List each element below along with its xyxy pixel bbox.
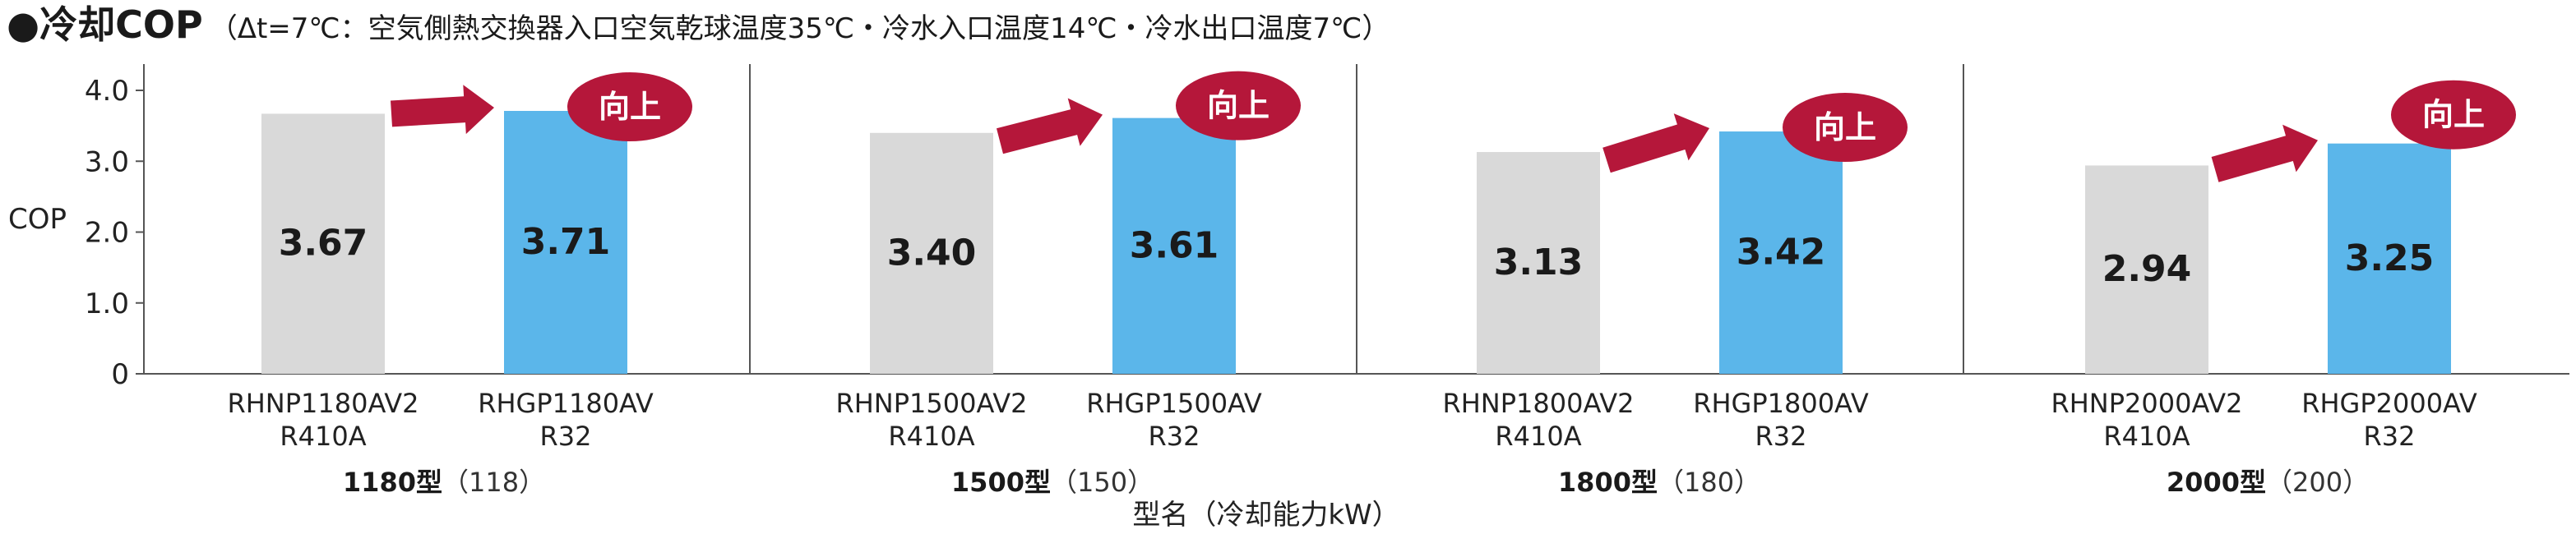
group-name: 2000型 <box>2167 467 2266 498</box>
refrigerant-label: R410A <box>888 421 974 452</box>
group-label: 2000型（200） <box>2167 467 2369 498</box>
chart-title: ●冷却COP <box>7 2 203 47</box>
y-tick-label: 3.0 <box>85 145 129 178</box>
model-name: RHGP2000AV <box>2301 388 2477 419</box>
group-capacity: （118） <box>442 467 545 498</box>
improvement-badge-label: 向上 <box>599 89 661 125</box>
y-axis-label: COP <box>8 203 67 236</box>
bar-old-model <box>1477 152 1600 374</box>
bar-value-label: 2.94 <box>2102 248 2192 290</box>
group-name: 1800型 <box>1558 467 1658 498</box>
bar-value-label: 3.61 <box>1130 224 1219 266</box>
bar-old-model <box>261 113 385 374</box>
group-label: 1500型（150） <box>951 467 1154 498</box>
refrigerant-label: R32 <box>2364 421 2416 452</box>
improvement-arrow <box>391 85 494 135</box>
refrigerant-label: R32 <box>540 421 592 452</box>
model-name: RHGP1500AV <box>1086 388 1262 419</box>
svg-text:●冷却COP（Δt=7℃：空気側熱交換器入口空気乾球温度35: ●冷却COP （Δt=7℃：空気側熱交換器入口空気乾球温度35℃・冷水入口温度14… <box>7 2 1390 47</box>
x-labels: RHNP1180AV2R410ARHGP1180AVR321180型（118）R… <box>227 388 2477 498</box>
improvement-badge <box>567 72 692 142</box>
bar-value-label: 3.71 <box>521 221 611 263</box>
y-tick-label: 0 <box>111 358 129 391</box>
bar-value-label: 3.25 <box>2345 237 2435 279</box>
refrigerant-label: R32 <box>1149 421 1200 452</box>
improvement-badge-label: 向上 <box>1207 88 1270 124</box>
improvement-badge-label: 向上 <box>1814 109 1876 145</box>
group-name: 1180型 <box>343 467 442 498</box>
bar-new-model <box>1112 117 1236 374</box>
refrigerant-label: R410A <box>1495 421 1581 452</box>
chart-subtitle: （Δt=7℃：空気側熱交換器入口空気乾球温度35℃・冷水入口温度14℃・冷水出口… <box>210 12 1390 45</box>
y-tick-label: 4.0 <box>85 75 129 108</box>
improvement-badge <box>1176 71 1301 140</box>
bars: 3.67 3.71 3.40 3.61 3.13 3.42 2.94 3.25 <box>261 111 2451 374</box>
bar-old-model <box>870 132 993 374</box>
bar-new-model <box>1719 131 1843 374</box>
model-name: RHNP2000AV2 <box>2051 388 2242 419</box>
improvement-arrow <box>1602 113 1709 173</box>
improvement-badge <box>2391 80 2516 150</box>
improvement-arrow <box>997 98 1103 154</box>
improvement-arrow <box>2211 124 2318 182</box>
y-tick-label: 1.0 <box>85 288 129 320</box>
group-capacity: （200） <box>2266 467 2369 498</box>
x-axis-label: 型名（冷却能力kW） <box>1132 499 1399 532</box>
group-capacity: （150） <box>1051 467 1154 498</box>
improvement-badge-label: 向上 <box>2422 97 2485 133</box>
group-capacity: （180） <box>1658 467 1760 498</box>
y-tick-label: 2.0 <box>85 217 129 250</box>
group-name: 1500型 <box>951 467 1051 498</box>
model-name: RHGP1800AV <box>1693 388 1869 419</box>
bar-old-model <box>2085 165 2208 374</box>
y-ticks: 0 1.0 2.0 3.0 4.0 <box>85 75 144 391</box>
group-label: 1800型（180） <box>1558 467 1760 498</box>
bar-value-label: 3.40 <box>887 232 977 274</box>
bar-new-model <box>2328 143 2451 374</box>
model-name: RHNP1500AV2 <box>835 388 1027 419</box>
model-name: RHGP1180AV <box>478 388 654 419</box>
refrigerant-label: R32 <box>1755 421 1807 452</box>
model-name: RHNP1800AV2 <box>1442 388 1634 419</box>
group-label: 1180型（118） <box>343 467 545 498</box>
bar-value-label: 3.67 <box>279 223 368 265</box>
refrigerant-label: R410A <box>280 421 366 452</box>
bar-value-label: 3.42 <box>1737 232 1826 274</box>
bar-new-model <box>504 111 627 374</box>
model-name: RHNP1180AV2 <box>227 388 419 419</box>
improvement-badge <box>1783 93 1908 163</box>
refrigerant-label: R410A <box>2103 421 2190 452</box>
bar-value-label: 3.13 <box>1494 242 1584 283</box>
